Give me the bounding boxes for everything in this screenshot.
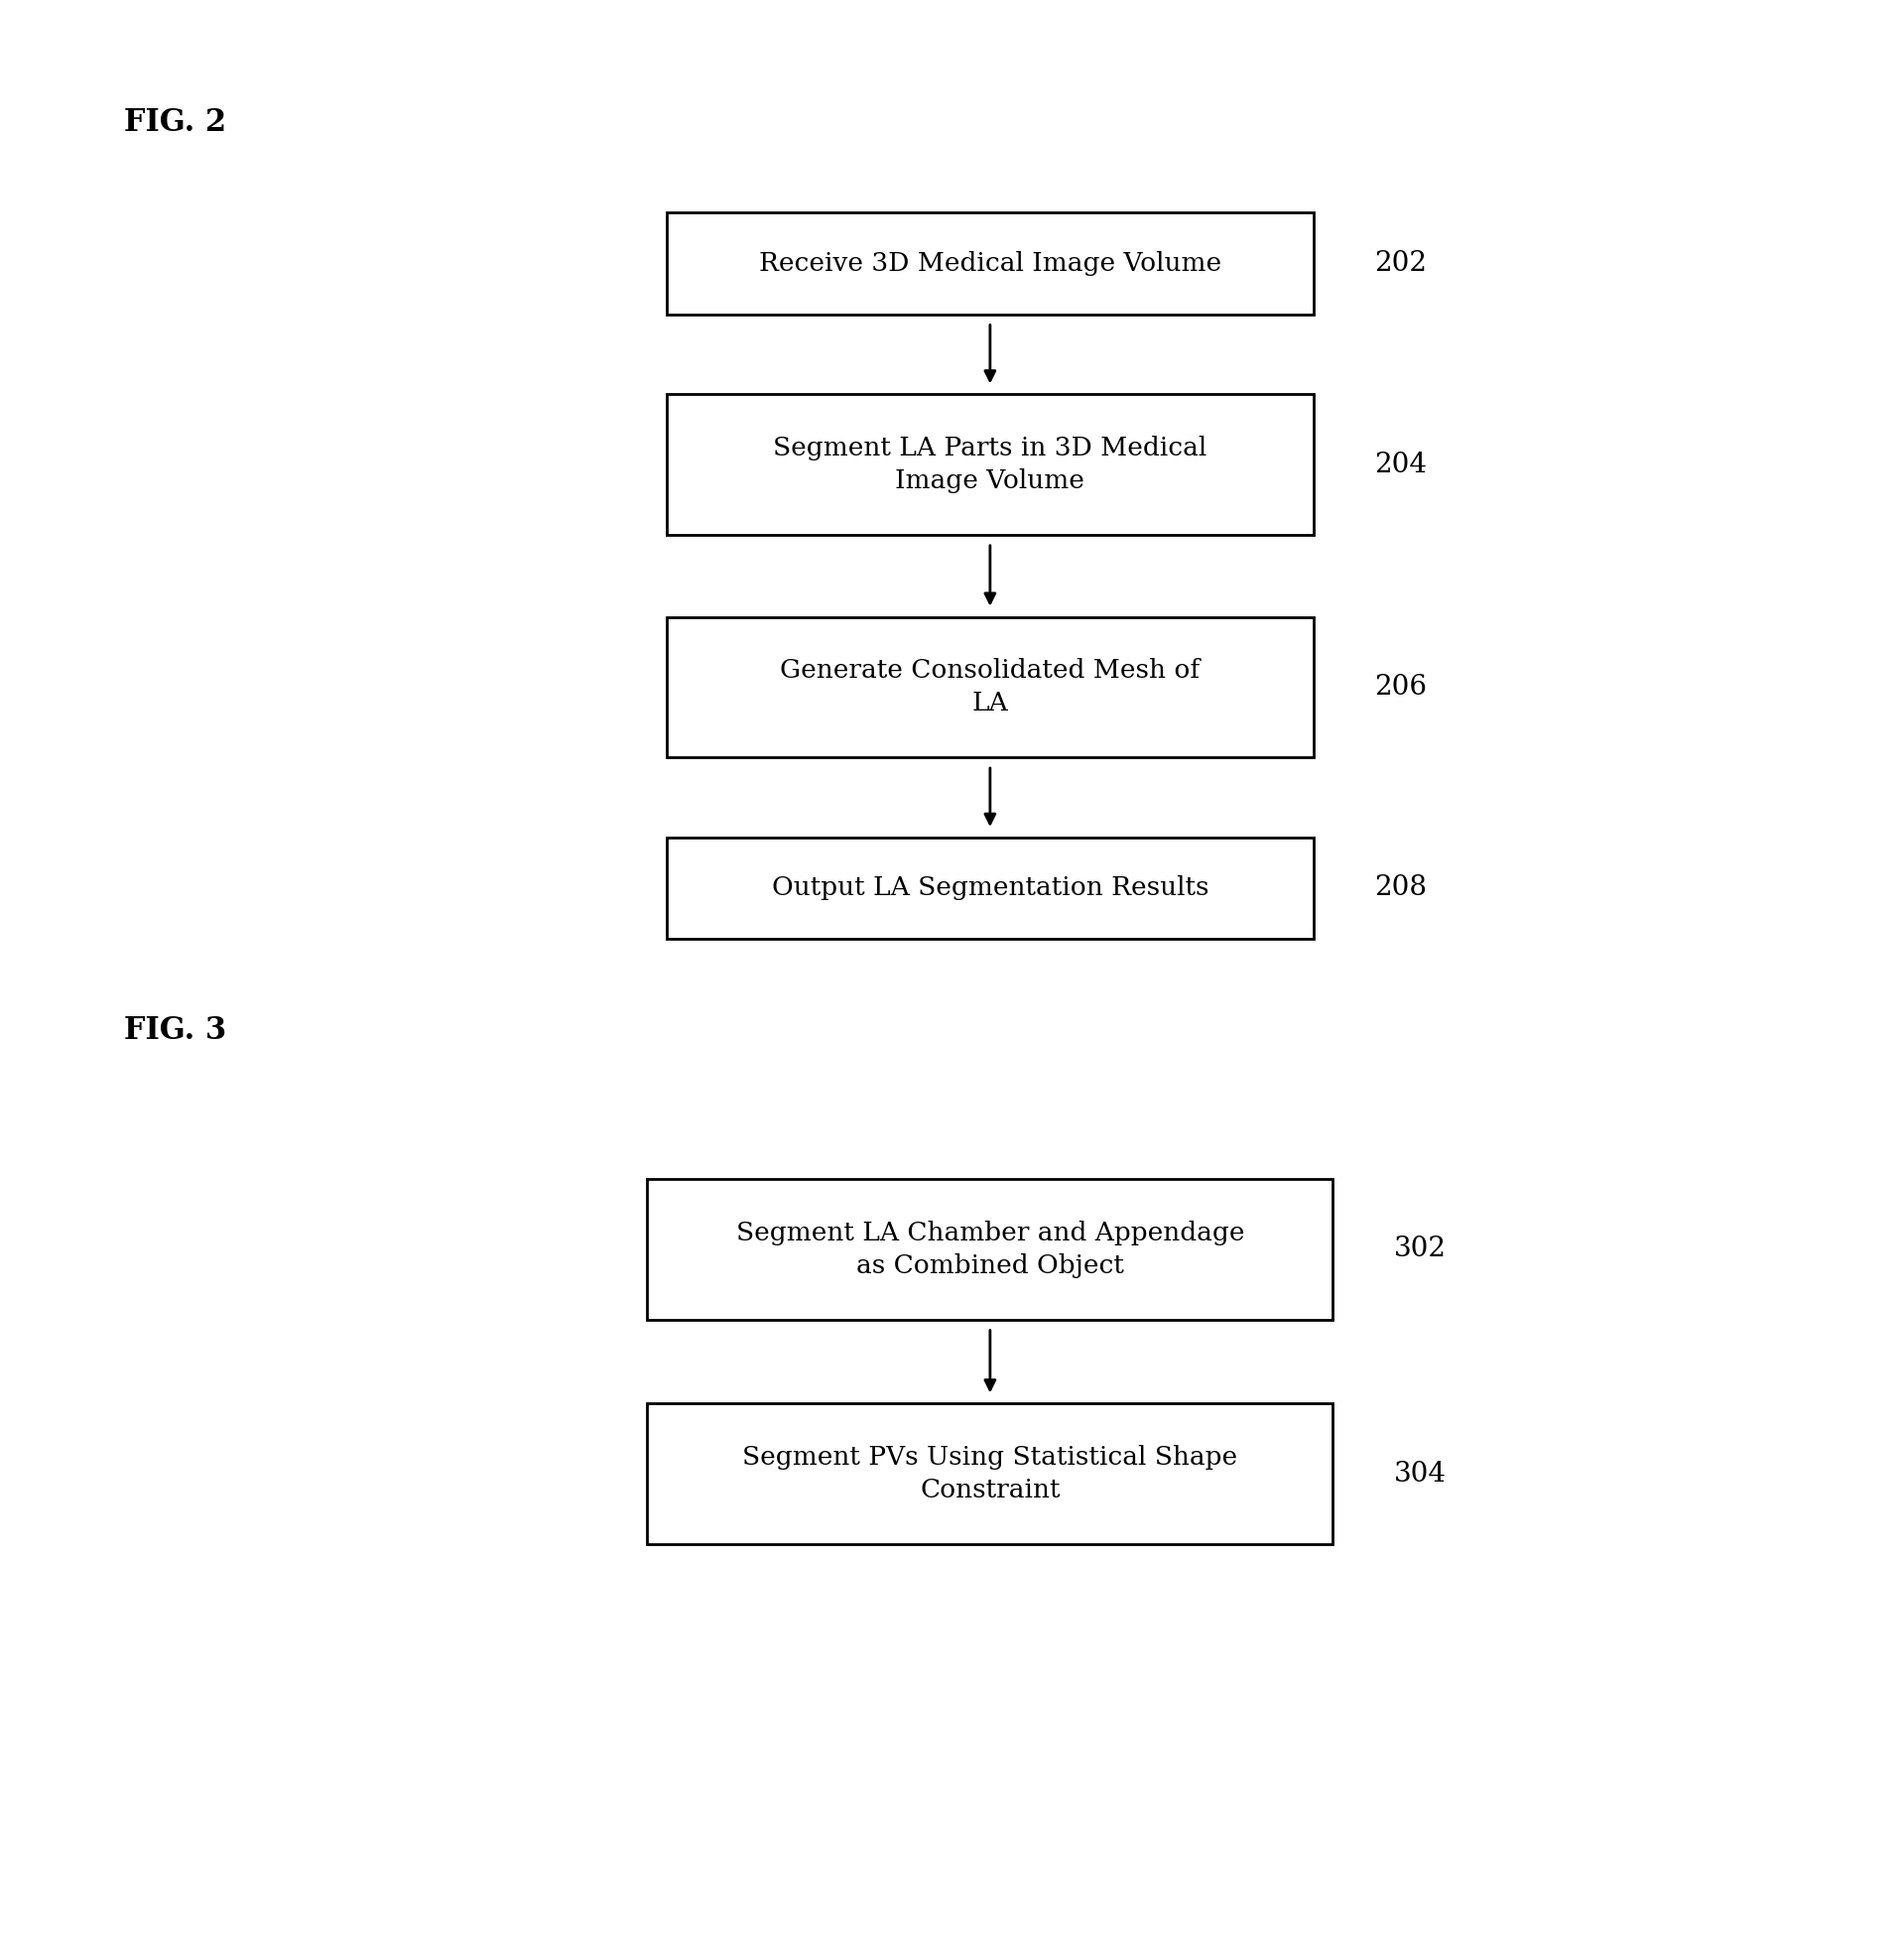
- Bar: [666, 394, 1314, 535]
- Text: FIG. 3: FIG. 3: [124, 1015, 227, 1046]
- Text: Output LA Segmentation Results: Output LA Segmentation Results: [771, 876, 1209, 900]
- Text: 202: 202: [1375, 250, 1428, 277]
- Text: Segment LA Parts in 3D Medical
Image Volume: Segment LA Parts in 3D Medical Image Vol…: [773, 435, 1207, 494]
- Bar: [666, 213, 1314, 314]
- Text: FIG. 2: FIG. 2: [124, 107, 227, 139]
- Text: 302: 302: [1394, 1236, 1447, 1263]
- Text: 304: 304: [1394, 1460, 1447, 1487]
- Text: Segment PVs Using Statistical Shape
Constraint: Segment PVs Using Statistical Shape Cons…: [743, 1444, 1238, 1503]
- Bar: [647, 1403, 1333, 1544]
- Bar: [666, 617, 1314, 757]
- Text: 204: 204: [1375, 451, 1428, 478]
- Bar: [647, 1179, 1333, 1320]
- Bar: [666, 837, 1314, 939]
- Text: Receive 3D Medical Image Volume: Receive 3D Medical Image Volume: [760, 252, 1220, 275]
- Text: Segment LA Chamber and Appendage
as Combined Object: Segment LA Chamber and Appendage as Comb…: [735, 1220, 1245, 1279]
- Text: Generate Consolidated Mesh of
LA: Generate Consolidated Mesh of LA: [781, 658, 1200, 716]
- Text: 206: 206: [1375, 673, 1428, 701]
- Text: 208: 208: [1375, 874, 1428, 902]
